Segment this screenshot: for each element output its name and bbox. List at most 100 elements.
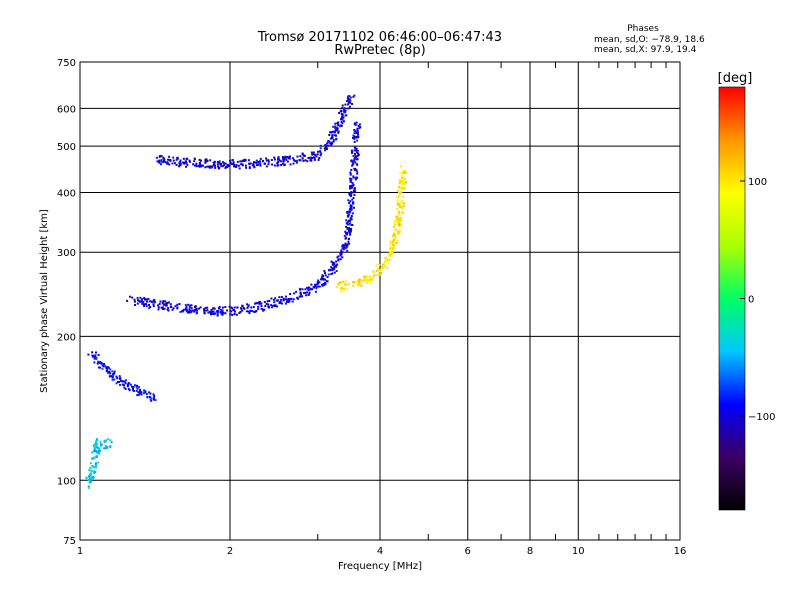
data-point <box>232 162 235 165</box>
data-point <box>198 307 200 310</box>
data-point <box>386 266 389 269</box>
data-point <box>347 213 350 216</box>
data-point <box>340 113 343 115</box>
data-point <box>221 165 224 168</box>
data-point <box>193 157 196 160</box>
data-point <box>263 301 266 303</box>
data-point <box>331 267 334 270</box>
data-point <box>101 367 104 370</box>
data-point <box>267 303 270 306</box>
data-point <box>347 107 350 110</box>
data-point <box>343 120 345 123</box>
data-point <box>157 308 160 311</box>
data-point <box>247 304 250 307</box>
data-point <box>333 271 336 274</box>
data-point <box>166 162 169 165</box>
data-point <box>332 263 335 266</box>
data-point <box>233 165 236 168</box>
data-point <box>236 306 239 309</box>
data-point <box>185 160 187 163</box>
data-point <box>307 157 310 159</box>
data-point <box>295 290 298 293</box>
data-point <box>148 304 150 306</box>
data-point <box>346 231 349 234</box>
data-point <box>349 208 352 211</box>
data-point <box>252 306 255 309</box>
data-point <box>143 391 146 394</box>
data-point <box>353 140 356 143</box>
data-point <box>99 440 102 443</box>
data-point <box>259 157 262 160</box>
data-point <box>396 203 399 206</box>
data-point <box>246 310 248 313</box>
data-point <box>150 399 153 402</box>
data-point <box>392 247 395 250</box>
data-point <box>400 206 403 209</box>
data-point <box>332 139 335 141</box>
data-point <box>341 244 344 247</box>
data-point <box>136 302 139 305</box>
data-point <box>360 284 363 287</box>
data-point <box>397 224 400 226</box>
data-point <box>233 312 236 315</box>
data-point <box>379 273 382 276</box>
data-point <box>344 242 347 245</box>
data-point <box>267 163 270 166</box>
data-point <box>230 306 233 309</box>
data-point <box>161 302 164 305</box>
data-point <box>179 310 182 313</box>
data-point <box>345 225 348 228</box>
data-point <box>345 114 348 117</box>
data-point <box>322 277 325 280</box>
data-point <box>293 292 296 295</box>
data-point <box>112 373 115 375</box>
data-point <box>126 385 129 388</box>
data-point <box>214 164 216 167</box>
data-point <box>185 162 188 164</box>
data-point <box>184 304 187 307</box>
data-point <box>193 160 196 163</box>
data-point <box>402 202 405 205</box>
data-point <box>218 306 221 308</box>
data-point <box>195 309 198 312</box>
data-point <box>232 161 235 164</box>
data-point <box>98 449 101 452</box>
data-point <box>94 462 97 465</box>
data-point <box>292 158 295 161</box>
data-point <box>249 309 252 312</box>
data-point <box>351 202 354 205</box>
data-point <box>196 311 198 314</box>
data-point <box>349 186 352 189</box>
data-point <box>105 446 108 449</box>
data-point <box>260 302 262 305</box>
data-point <box>398 216 401 219</box>
data-point <box>95 466 98 469</box>
data-point <box>149 300 152 303</box>
data-point <box>205 160 208 163</box>
data-point <box>186 157 189 160</box>
data-point <box>282 299 285 302</box>
data-point <box>350 149 353 152</box>
x-tick-label: 16 <box>674 546 687 557</box>
data-point <box>285 300 288 303</box>
data-point <box>172 156 175 159</box>
data-point <box>258 160 261 163</box>
data-point <box>116 380 119 383</box>
data-point <box>134 304 136 306</box>
data-point <box>228 305 231 308</box>
data-point <box>389 243 392 246</box>
data-point <box>166 308 169 311</box>
data-point <box>341 247 344 250</box>
data-point <box>163 304 166 306</box>
data-point <box>338 112 341 114</box>
data-point <box>88 474 91 477</box>
data-point <box>347 103 349 106</box>
data-point <box>214 166 217 169</box>
data-point <box>174 162 176 165</box>
data-point <box>353 123 356 126</box>
data-point <box>195 307 198 310</box>
x-axis-label: Frequency [MHz] <box>338 561 422 572</box>
data-point <box>248 312 251 315</box>
data-point <box>356 154 359 157</box>
data-point <box>133 298 136 301</box>
